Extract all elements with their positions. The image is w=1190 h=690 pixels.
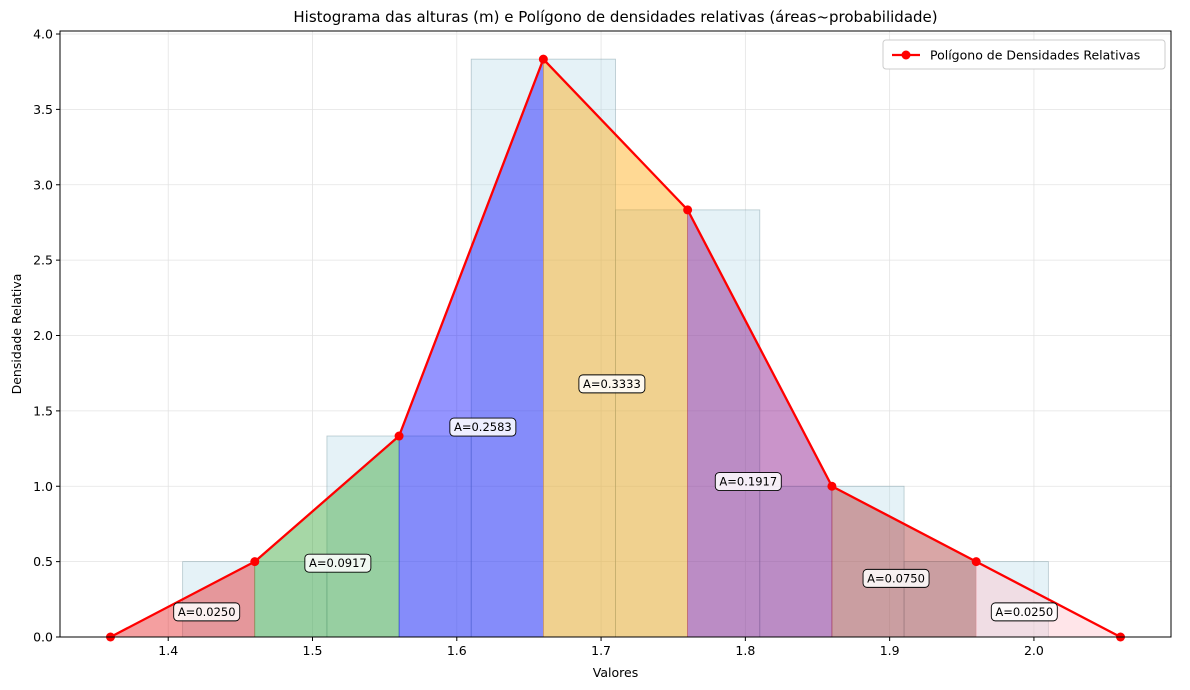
- chart-title: Histograma das alturas (m) e Polígono de…: [293, 8, 937, 26]
- area-label-text: A=0.0250: [178, 605, 236, 619]
- area-label-text: A=0.0250: [995, 605, 1053, 619]
- area-label: A=0.0250: [173, 602, 241, 622]
- area-label-box: [578, 374, 646, 394]
- area-label-text: A=0.2583: [454, 420, 512, 434]
- x-tick-label: 1.9: [880, 643, 900, 658]
- legend: Polígono de Densidades Relativas: [882, 39, 1166, 70]
- polygon-point: [683, 205, 693, 215]
- area-label-box: [990, 602, 1058, 622]
- polygon-point: [971, 557, 981, 567]
- x-tick-label: 1.4: [158, 643, 178, 658]
- polygon-point: [394, 431, 404, 441]
- area-fill: [543, 58, 688, 638]
- polygon-line: [109, 57, 1122, 639]
- y-tick-label: 2.5: [33, 253, 53, 268]
- y-tick-label: 2.0: [33, 328, 53, 343]
- area-label-box: [862, 568, 930, 588]
- area-label: A=0.3333: [578, 374, 646, 394]
- y-tick-label: 4.0: [33, 27, 53, 42]
- polygon-point: [538, 54, 548, 64]
- x-tick-label: 1.5: [303, 643, 323, 658]
- legend-marker: [901, 50, 911, 60]
- legend-entry-label: Polígono de Densidades Relativas: [930, 48, 1140, 63]
- area-label-text: A=0.1917: [719, 475, 777, 489]
- area-labels: A=0.0250 A=0.0917 A=0.2583 A=0.3333 A=0.1917…: [173, 374, 1058, 622]
- area-label: A=0.0917: [304, 553, 372, 573]
- area-label: A=0.0750: [862, 568, 930, 588]
- y-tick-label: 3.0: [33, 177, 53, 192]
- area-label: A=0.0250: [990, 602, 1058, 622]
- x-axis-label: Valores: [593, 665, 638, 680]
- y-axis-label: Densidade Relativa: [9, 274, 24, 395]
- axis-ticks: 1.4 1.5 1.6 1.7 1.8 1.9 2.0 0.0 0.5 1.0 1.5 2.0 2.5 3…: [33, 27, 1044, 658]
- y-tick-label: 0.5: [33, 554, 53, 569]
- area-label-box: [714, 472, 782, 491]
- area-label-text: A=0.3333: [583, 377, 641, 391]
- y-tick-label: 3.5: [33, 102, 53, 117]
- x-tick-label: 1.6: [447, 643, 467, 658]
- area-label-box: [449, 417, 517, 437]
- legend-box: [882, 39, 1166, 70]
- area-label-box: [304, 553, 372, 573]
- area-label: A=0.2583: [449, 417, 517, 437]
- y-tick-label: 0.0: [33, 630, 53, 645]
- area-label-text: A=0.0750: [867, 571, 925, 585]
- polygon-area-fills: [110, 58, 1121, 638]
- x-tick-label: 2.0: [1024, 643, 1044, 658]
- polygon-point: [827, 481, 837, 491]
- area-label-box: [173, 602, 241, 622]
- polygon-point: [250, 557, 260, 567]
- area-label-text: A=0.0917: [309, 556, 367, 570]
- y-tick-label: 1.0: [33, 479, 53, 494]
- area-label: A=0.1917: [714, 472, 782, 491]
- plot-frame: [59, 30, 1172, 638]
- y-tick-label: 1.5: [33, 403, 53, 418]
- x-tick-label: 1.7: [591, 643, 611, 658]
- x-tick-label: 1.8: [735, 643, 755, 658]
